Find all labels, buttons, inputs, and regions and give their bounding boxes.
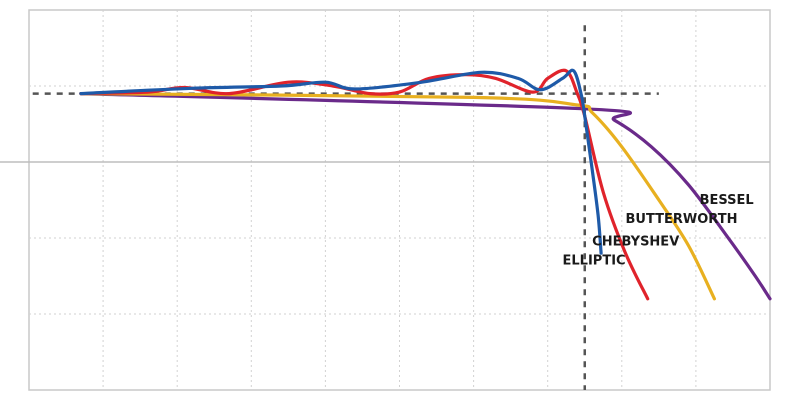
annotation-labels: BESSEL BUTTERWORTH CHEBYSHEV ELLIPTIC bbox=[563, 193, 754, 269]
series-line-elliptic bbox=[79, 68, 603, 255]
label-bessel: BESSEL bbox=[700, 193, 754, 208]
label-butterworth: BUTTERWORTH bbox=[626, 212, 738, 227]
reference-lines bbox=[32, 25, 659, 390]
series-line-bessel bbox=[79, 92, 772, 301]
label-chebyshev: CHEBYSHEV bbox=[592, 235, 679, 250]
series-line-butterworth bbox=[79, 92, 716, 301]
series-group bbox=[79, 68, 772, 301]
label-elliptic: ELLIPTIC bbox=[563, 254, 626, 269]
